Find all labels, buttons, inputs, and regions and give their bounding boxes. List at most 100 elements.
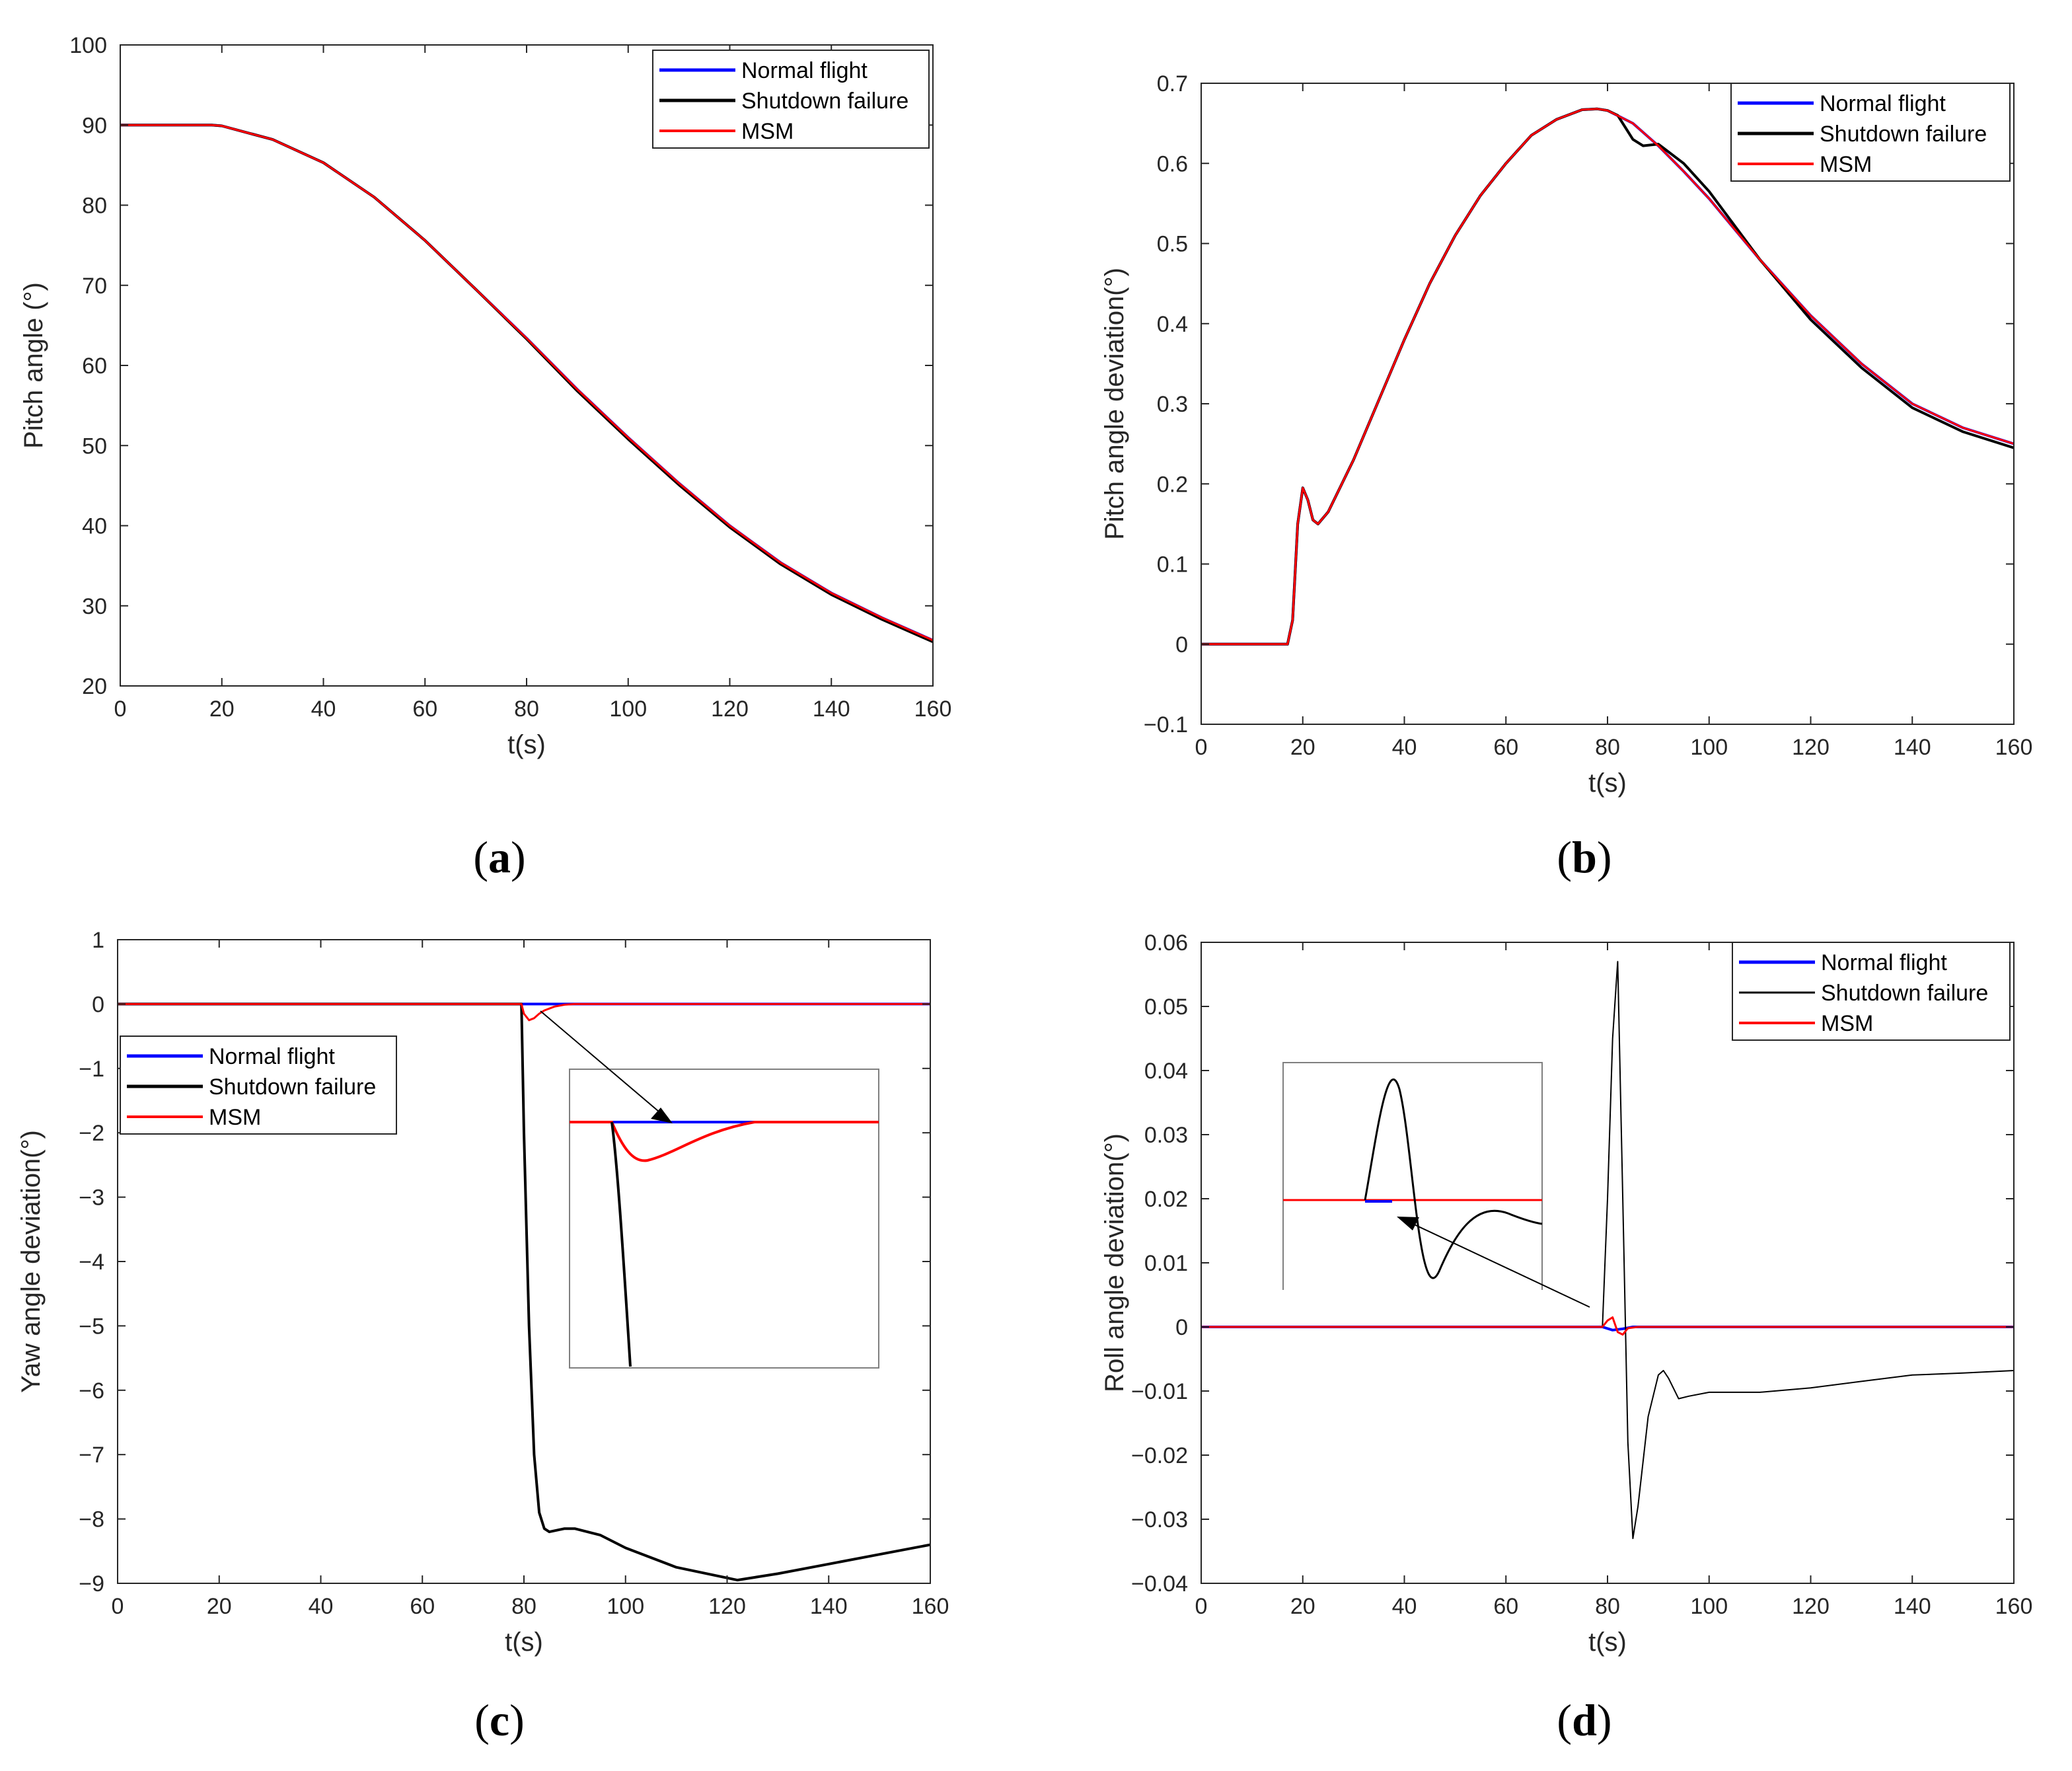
y-tick-label-d: 0.05 [1144, 995, 1188, 1020]
x-tick-label-c: 120 [708, 1594, 746, 1619]
x-tick-label-d: 60 [1493, 1594, 1518, 1619]
y-tick-label-d: 0.02 [1144, 1187, 1188, 1212]
legend-b: Normal flight Shutdown failure MSM [1730, 83, 2011, 182]
y-tick-label-b: −0.1 [1144, 712, 1188, 737]
legend-entry-b-0: Normal flight [1820, 91, 1946, 116]
legend-entry-b-1: Shutdown failure [1820, 122, 1987, 147]
y-tick-label-c: −7 [79, 1443, 104, 1468]
inset-arrowhead-c [651, 1108, 673, 1123]
y-tick-label-b: 0.2 [1157, 472, 1188, 497]
series-group-a [120, 124, 933, 644]
inset-line-shutdown-c [610, 1121, 632, 1367]
y-tick-label-c: −2 [79, 1121, 104, 1146]
panel-label-b: (b) [1557, 832, 1611, 882]
x-axis-label-a: t(s) [507, 730, 546, 759]
inset-line-msm-c [570, 1121, 879, 1162]
x-tick-label-d: 40 [1392, 1594, 1417, 1619]
inset-frame-c [569, 1069, 879, 1369]
x-tick-label-d: 100 [1690, 1594, 1728, 1619]
inset-pointer-c [540, 1010, 668, 1119]
zoom-inset-d [1282, 1062, 1590, 1308]
legend-entry-c-1: Shutdown failure [209, 1074, 376, 1100]
x-tick-label-c: 60 [410, 1594, 435, 1619]
y-tick-label-c: −9 [79, 1571, 104, 1597]
legend-a: Normal flight Shutdown failure MSM [652, 50, 930, 149]
series-group-c [118, 1002, 930, 1582]
y-axis-label-d: Roll angle deviation(°) [1100, 1133, 1129, 1392]
y-tick-label-b: 0.7 [1157, 71, 1188, 96]
panel-label-c: (c) [474, 1695, 525, 1745]
x-tick-label-c: 0 [112, 1594, 124, 1619]
legend-c: Normal flight Shutdown failure MSM [120, 1036, 397, 1135]
y-tick-label-b: 0.1 [1157, 552, 1188, 578]
y-tick-label-a: 70 [82, 274, 107, 299]
chart-b: 0 20 40 60 80 100 120 140 160 −0.1 0 0.1 0.2 0.3 0.4 0.… [1100, 71, 2032, 798]
y-tick-label-a: 30 [82, 594, 107, 619]
x-tick-label-b: 160 [1995, 735, 2033, 760]
inset-arrowhead-d [1397, 1217, 1419, 1230]
x-tick-label-a: 20 [209, 697, 235, 722]
y-tick-label-a: 50 [82, 433, 107, 459]
x-axis-label-c: t(s) [505, 1628, 543, 1657]
x-tick-label-d: 20 [1290, 1594, 1315, 1619]
x-tick-label-d: 120 [1792, 1594, 1830, 1619]
legend-entry-a-0: Normal flight [741, 58, 868, 83]
y-tick-label-d: 0.01 [1144, 1251, 1188, 1276]
zoom-inset-c [540, 1010, 879, 1369]
y-tick-label-d: −0.01 [1131, 1379, 1188, 1404]
x-tick-label-c: 160 [912, 1594, 949, 1619]
y-tick-label-a: 60 [82, 354, 107, 379]
x-tick-label-b: 100 [1690, 735, 1728, 760]
chart-c: 0 20 40 60 80 100 120 140 160 −9 −8 −7 −6 −5 −4 −3 −2 −1 0… [17, 928, 949, 1657]
y-tick-label-d: 0.06 [1144, 930, 1188, 956]
chart-a: 0 20 40 60 80 100 120 140 160 20 30 40 50 60 70 80 90 100… [19, 33, 951, 759]
series-group-b [1201, 107, 2014, 646]
x-tick-label-a: 0 [114, 697, 127, 722]
x-tick-label-b: 120 [1792, 735, 1830, 760]
legend-entry-d-0: Normal flight [1821, 950, 1947, 975]
series-line-d-2 [1201, 1316, 2014, 1336]
x-tick-label-c: 20 [207, 1594, 232, 1619]
series-line-d-1 [1201, 961, 2014, 1540]
x-tick-label-a: 80 [514, 697, 539, 722]
y-tick-label-d: −0.04 [1131, 1571, 1188, 1597]
x-tick-label-d: 80 [1595, 1594, 1620, 1619]
y-axis-label-a: Pitch angle (°) [19, 282, 48, 449]
y-tick-label-b: 0.5 [1157, 232, 1188, 257]
series-line-c-2 [118, 1002, 930, 1022]
x-tick-label-a: 60 [412, 697, 437, 722]
y-axis-label-c: Yaw angle deviation(°) [17, 1130, 46, 1393]
y-tick-label-c: −3 [79, 1186, 104, 1211]
legend-entry-a-1: Shutdown failure [741, 89, 908, 114]
x-tick-label-c: 80 [511, 1594, 536, 1619]
x-tick-label-c: 100 [607, 1594, 644, 1619]
y-tick-label-a: 20 [82, 674, 107, 699]
x-axis-label-b: t(s) [1588, 769, 1627, 798]
y-tick-label-c: 1 [92, 928, 104, 953]
x-tick-label-a: 100 [609, 697, 647, 722]
y-tick-label-b: 0 [1175, 632, 1188, 658]
legend-entry-c-2: MSM [209, 1105, 261, 1130]
y-tick-label-d: 0.04 [1144, 1059, 1188, 1084]
x-tick-label-b: 140 [1894, 735, 1931, 760]
x-tick-label-a: 40 [311, 697, 336, 722]
x-tick-label-a: 120 [711, 697, 749, 722]
x-tick-label-b: 60 [1493, 735, 1518, 760]
y-tick-label-c: −1 [79, 1057, 104, 1082]
y-tick-label-d: −0.02 [1131, 1443, 1188, 1468]
legend-entry-a-2: MSM [741, 119, 794, 144]
legend-entry-c-0: Normal flight [209, 1044, 335, 1069]
x-tick-label-c: 40 [309, 1594, 334, 1619]
x-tick-label-b: 20 [1290, 735, 1315, 760]
y-tick-label-d: 0.03 [1144, 1123, 1188, 1148]
y-tick-label-d: −0.03 [1131, 1507, 1188, 1532]
y-tick-label-b: 0.4 [1157, 312, 1188, 337]
x-tick-label-a: 160 [914, 697, 952, 722]
x-tick-label-b: 80 [1595, 735, 1620, 760]
y-tick-label-a: 100 [69, 33, 107, 58]
y-tick-label-c: −8 [79, 1507, 104, 1532]
y-tick-label-c: −5 [79, 1314, 104, 1339]
y-tick-label-a: 80 [82, 194, 107, 219]
y-tick-label-c: 0 [92, 992, 104, 1017]
x-tick-label-b: 0 [1195, 735, 1208, 760]
